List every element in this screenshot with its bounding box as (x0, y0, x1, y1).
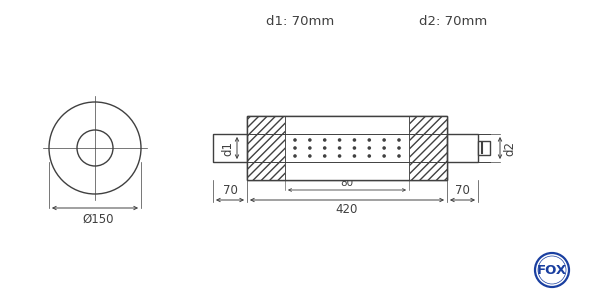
Circle shape (308, 138, 311, 142)
Circle shape (397, 138, 401, 142)
Bar (447, 134, 478, 162)
Text: d2: d2 (503, 140, 516, 155)
Circle shape (293, 146, 297, 150)
Circle shape (323, 146, 326, 150)
Text: 420: 420 (336, 203, 358, 216)
Bar (247, 116, 285, 180)
Text: FOX: FOX (537, 263, 567, 277)
Circle shape (323, 138, 326, 142)
Text: 80: 80 (340, 178, 353, 188)
Circle shape (338, 154, 341, 158)
Circle shape (367, 146, 371, 150)
Text: d2: 70mm: d2: 70mm (419, 15, 487, 28)
Circle shape (367, 154, 371, 158)
Circle shape (338, 146, 341, 150)
Circle shape (397, 146, 401, 150)
Text: 70: 70 (455, 184, 470, 197)
Text: d1: 70mm: d1: 70mm (266, 15, 334, 28)
Circle shape (338, 138, 341, 142)
Circle shape (367, 138, 371, 142)
Bar (247, 116, 447, 180)
Text: 70: 70 (223, 184, 238, 197)
Text: Ø150: Ø150 (82, 213, 114, 226)
Circle shape (382, 138, 386, 142)
Circle shape (308, 154, 311, 158)
Bar (478, 141, 490, 155)
Circle shape (382, 154, 386, 158)
Circle shape (293, 138, 297, 142)
Circle shape (353, 146, 356, 150)
Circle shape (308, 146, 311, 150)
Circle shape (293, 154, 297, 158)
Circle shape (353, 138, 356, 142)
Text: d1: d1 (221, 140, 234, 155)
Circle shape (353, 154, 356, 158)
Bar (285, 116, 409, 180)
Bar (409, 116, 447, 180)
Circle shape (323, 154, 326, 158)
Circle shape (382, 146, 386, 150)
Circle shape (397, 154, 401, 158)
Bar (213, 134, 247, 162)
Bar (247, 116, 447, 180)
